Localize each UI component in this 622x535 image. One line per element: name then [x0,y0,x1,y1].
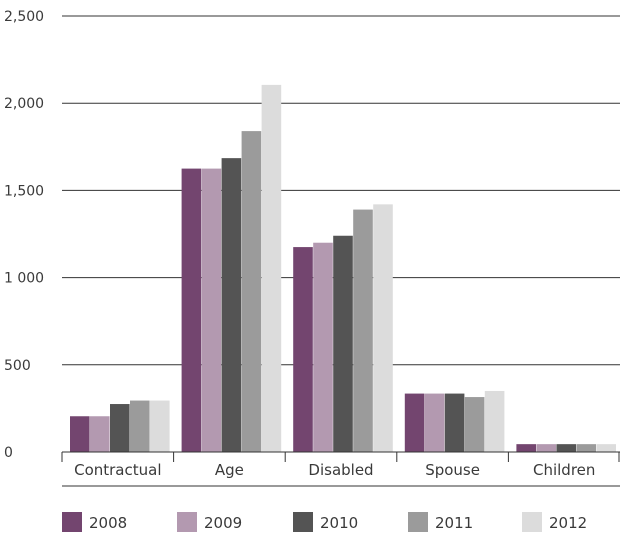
bar-2011-children [576,444,596,452]
y-tick-label: 2,000 [4,96,44,112]
bar-2008-spouse [404,393,425,452]
x-category-label: Age [215,461,244,479]
bar-2010-disabled [333,235,353,452]
x-category-label: Disabled [308,461,373,479]
legend-label: 2012 [549,514,587,532]
legend-label: 2008 [89,514,127,532]
y-tick-label: 2,500 [4,9,44,25]
y-tick-label: 0 [4,445,13,461]
bar-2010-age [221,158,242,453]
legend-label: 2011 [435,514,473,532]
legend-item-2008: 2008 [62,512,127,532]
bar-2009-contractual [90,416,110,452]
legend-swatch [177,512,197,532]
bar-2012-spouse [484,390,505,452]
bar-2010-spouse [444,393,465,452]
y-tick-label: 1,500 [4,183,44,199]
bar-2011-disabled [353,209,373,452]
legend-swatch [293,512,313,532]
legend-swatch [62,512,82,532]
bar-2008-age [181,168,202,452]
legend-label: 2010 [320,514,358,532]
legend-item-2011: 2011 [408,512,473,532]
y-tick-label: 1 000 [4,271,44,287]
x-axis: Contractual Age Disabled Spouse Children [61,451,620,487]
bar-2011-spouse [464,397,485,452]
y-axis-tick-labels: 0 500 1 000 1,500 2,000 2,500 [4,9,44,461]
x-category-label: Contractual [74,461,161,479]
bar-2009-disabled [313,242,333,452]
bar-2008-contractual [70,416,90,452]
bar-2009-spouse [424,393,445,452]
bar-2012-children [596,444,616,452]
legend-item-2012: 2012 [522,512,587,532]
bar-2008-children [516,444,536,452]
bar-2012-age [261,84,282,452]
bar-2008-disabled [293,247,313,452]
y-tick-label: 500 [4,358,31,374]
bar-2009-age [201,168,222,452]
x-category-label: Spouse [425,461,480,479]
bar-2011-age [241,131,262,452]
bar-2012-contractual [150,400,170,452]
x-category-label: Children [533,461,595,479]
legend-item-2010: 2010 [293,512,358,532]
legend-swatch [408,512,428,532]
legend-label: 2009 [204,514,242,532]
bar-2011-contractual [130,400,150,452]
bars [70,84,616,453]
bar-2009-children [536,444,556,452]
bar-2012-disabled [373,204,393,452]
legend-swatch [522,512,542,532]
legend-item-2009: 2009 [177,512,242,532]
gridlines [62,15,620,366]
legend: 2008 2009 2010 2011 2012 [62,512,587,532]
bar-2010-children [556,444,576,452]
bar-2010-contractual [110,404,130,452]
